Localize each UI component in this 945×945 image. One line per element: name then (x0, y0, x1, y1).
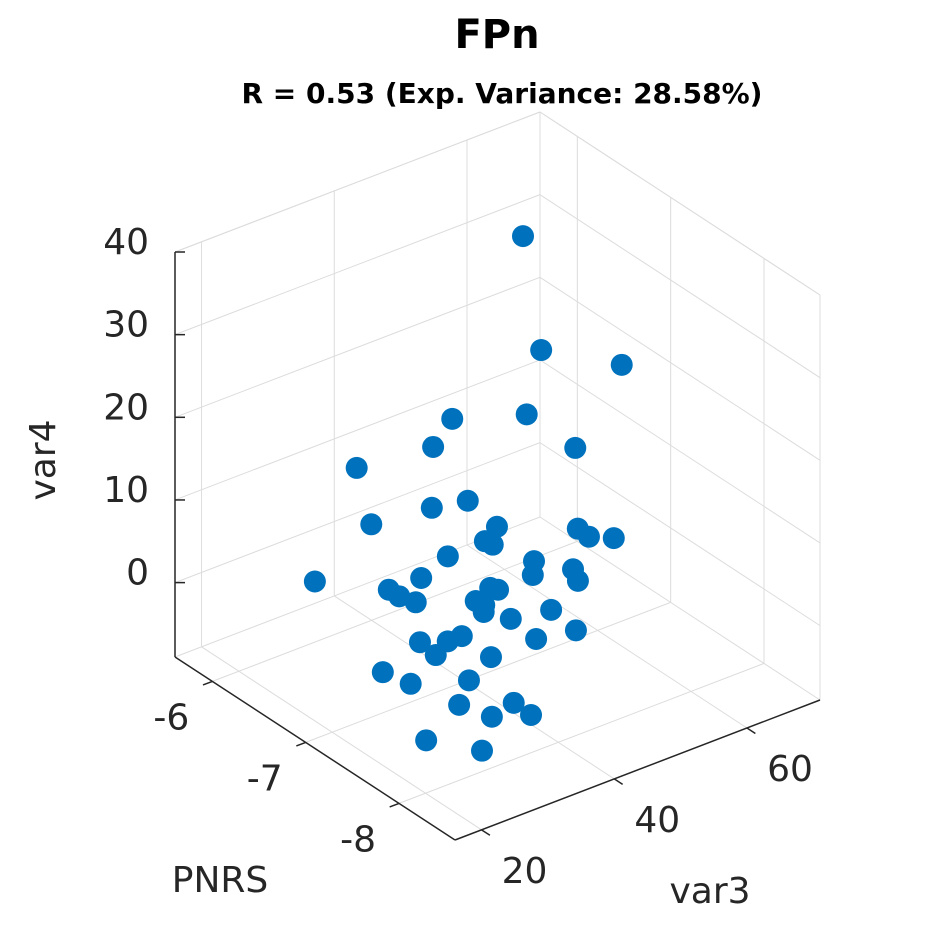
chart-title: FPn (454, 12, 539, 58)
x-tick-label: -8 (340, 819, 376, 860)
y-axis (454, 699, 821, 841)
x-tick (389, 802, 400, 808)
y-tick (481, 829, 491, 836)
point (610, 353, 633, 376)
point (436, 545, 459, 568)
grid-line (305, 601, 671, 743)
point (345, 456, 368, 479)
point (479, 646, 502, 669)
y-tick (613, 778, 624, 786)
point (564, 619, 587, 642)
point (410, 567, 433, 590)
point (481, 533, 504, 556)
point (480, 705, 503, 728)
grid-line (466, 544, 748, 729)
point (525, 628, 548, 651)
z-tick-label: 10 (103, 470, 149, 511)
grid-line (174, 359, 541, 501)
point (470, 739, 493, 762)
point (472, 600, 495, 623)
point (530, 339, 553, 362)
z-tick-label: 30 (103, 305, 149, 346)
point (422, 435, 445, 458)
point (424, 644, 447, 667)
point (487, 578, 510, 601)
x-tick (202, 680, 213, 686)
x-axis-label: PNRS (172, 860, 269, 901)
y-tick-label: 20 (502, 851, 548, 892)
x-tick-label: -6 (153, 697, 189, 738)
point (564, 436, 587, 459)
point (371, 661, 394, 684)
point (408, 631, 431, 654)
grid-line (539, 276, 821, 461)
point (502, 691, 525, 714)
point (485, 515, 508, 538)
point (360, 513, 383, 536)
z-axis-label: var4 (23, 419, 64, 500)
y-axis-label: var3 (669, 871, 750, 912)
grid-line (539, 111, 821, 296)
point (512, 225, 534, 248)
y-tick (746, 727, 756, 735)
grid-line (174, 111, 541, 253)
x-tick-label: -7 (247, 758, 283, 799)
grid-line (539, 359, 821, 544)
point (602, 527, 625, 550)
point (415, 729, 438, 752)
grid-line (174, 194, 541, 336)
grid-line (539, 442, 821, 627)
point (456, 489, 479, 512)
x-tick (296, 741, 306, 747)
point (457, 669, 480, 692)
y-tick-label: 40 (634, 800, 680, 841)
point (303, 570, 326, 593)
point (448, 693, 471, 716)
grid-line (398, 662, 765, 804)
grid-line (201, 646, 482, 831)
z-tick-label: 40 (103, 222, 149, 263)
point (566, 569, 589, 592)
point (404, 591, 427, 614)
chart-subtitle: R = 0.53 (Exp. Variance: 28.58%) (242, 77, 763, 110)
z-tick-label: 0 (126, 553, 149, 594)
point (521, 563, 544, 586)
z-tick-label: 20 (103, 387, 149, 428)
point (499, 607, 522, 630)
point (520, 703, 543, 726)
grid-line (212, 540, 578, 682)
x-axis (174, 656, 456, 841)
grid-line (539, 194, 821, 379)
point (577, 525, 600, 548)
y-tick-label: 60 (767, 749, 813, 790)
grid-line (174, 442, 541, 584)
point (540, 598, 563, 621)
grid-line (174, 276, 541, 418)
point (515, 403, 538, 426)
point (399, 672, 422, 695)
box-edge (539, 516, 821, 701)
point (420, 496, 443, 519)
point (441, 407, 464, 430)
